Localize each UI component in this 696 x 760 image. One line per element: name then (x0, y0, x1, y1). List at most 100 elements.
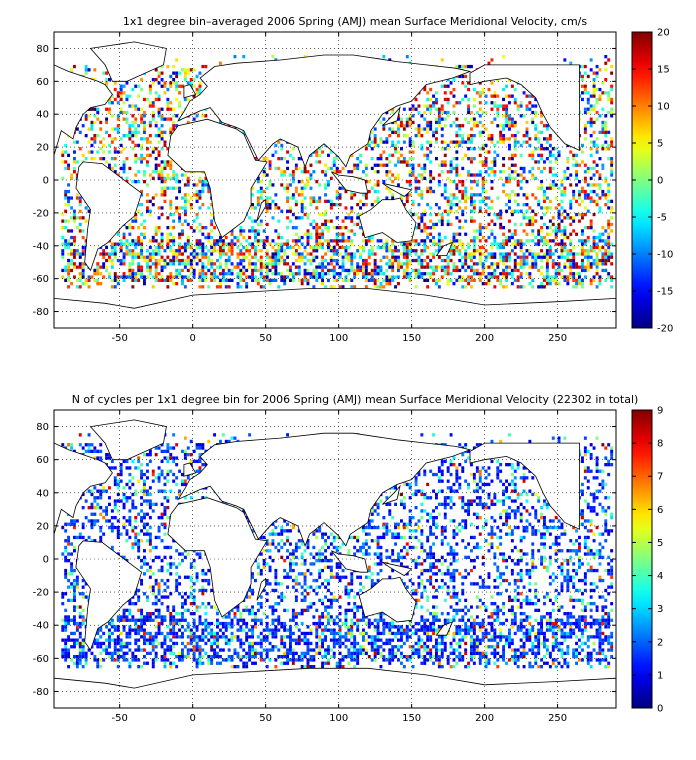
data-bin (146, 183, 149, 187)
data-bin (163, 140, 167, 144)
data-bin (420, 433, 424, 437)
data-bin (163, 84, 167, 88)
data-bin (528, 219, 532, 223)
data-bin (294, 252, 298, 256)
data-bin (105, 252, 109, 256)
data-bin (513, 87, 517, 92)
data-bin (78, 255, 82, 259)
data-bin (470, 268, 473, 273)
data-bin (154, 124, 158, 128)
data-bin (443, 183, 447, 187)
data-bin (432, 226, 436, 230)
data-bin (554, 235, 558, 240)
data-bin (513, 101, 517, 105)
data-bin (251, 186, 255, 190)
data-bin (487, 265, 491, 269)
data-bin (607, 94, 611, 98)
data-bin (519, 101, 523, 105)
data-bin (175, 258, 179, 263)
data-bin (461, 180, 465, 184)
data-bin (274, 252, 278, 256)
data-bin (186, 120, 190, 125)
data-bin (73, 265, 76, 269)
data-bin (583, 226, 587, 230)
data-bin (537, 160, 541, 164)
data-bin (359, 268, 363, 273)
data-bin (569, 272, 573, 276)
data-bin (487, 196, 491, 200)
data-bin (508, 127, 511, 131)
data-bin (195, 183, 199, 187)
data-bin (181, 258, 184, 263)
data-bin (353, 285, 357, 289)
data-bin (192, 229, 196, 233)
data-bin (151, 252, 155, 256)
data-bin (186, 255, 190, 259)
data-bin (540, 157, 544, 161)
data-bin (437, 206, 441, 210)
data-bin (148, 91, 152, 95)
data-bin (408, 173, 412, 177)
data-bin (446, 84, 450, 88)
data-bin (557, 216, 561, 220)
data-bin (493, 173, 497, 177)
data-bin (315, 249, 319, 253)
data-bin (601, 163, 605, 167)
data-bin (569, 150, 573, 154)
data-bin (271, 278, 275, 282)
data-bin (204, 235, 208, 240)
data-bin (146, 137, 149, 141)
data-bin (256, 239, 260, 243)
data-bin (181, 110, 184, 115)
data-bin (370, 147, 374, 151)
data-bin (388, 265, 392, 269)
data-bin (166, 285, 170, 289)
data-bin (297, 255, 301, 259)
data-bin (61, 176, 65, 180)
data-bin (166, 160, 170, 164)
data-bin (70, 282, 74, 286)
data-bin (583, 64, 587, 69)
data-bin (545, 157, 549, 161)
data-bin (105, 265, 109, 269)
data-bin (475, 272, 479, 276)
data-bin (598, 232, 602, 236)
data-bin (405, 55, 409, 59)
data-bin (508, 157, 511, 161)
data-bin (332, 245, 336, 250)
data-bin (519, 222, 523, 227)
data-bin (455, 101, 459, 105)
data-bin (277, 166, 281, 171)
data-bin (321, 170, 325, 174)
data-bin (598, 282, 602, 286)
data-bin (414, 97, 418, 102)
data-bin (414, 252, 418, 256)
data-bin (67, 262, 71, 266)
data-bin (426, 226, 430, 230)
data-bin (388, 170, 392, 174)
data-bin (610, 229, 614, 233)
data-bin (478, 147, 482, 151)
data-bin (192, 255, 196, 259)
data-bin (604, 120, 608, 125)
data-bin (478, 278, 482, 282)
data-bin (364, 285, 368, 289)
data-bin (64, 193, 68, 197)
data-bin (472, 278, 476, 282)
data-bin (356, 262, 360, 266)
data-bin (481, 245, 485, 250)
data-bin (204, 176, 208, 180)
data-bin (181, 206, 184, 210)
data-bin (318, 196, 322, 200)
data-bin (551, 183, 555, 187)
data-bin (370, 252, 374, 256)
data-bin (154, 262, 158, 266)
data-bin (595, 268, 599, 273)
data-bin (367, 255, 371, 259)
data-bin (478, 239, 482, 243)
data-bin (443, 97, 447, 102)
data-bin (67, 285, 71, 289)
data-bin (178, 84, 182, 88)
data-bin (370, 157, 374, 161)
data-bin (581, 186, 584, 190)
